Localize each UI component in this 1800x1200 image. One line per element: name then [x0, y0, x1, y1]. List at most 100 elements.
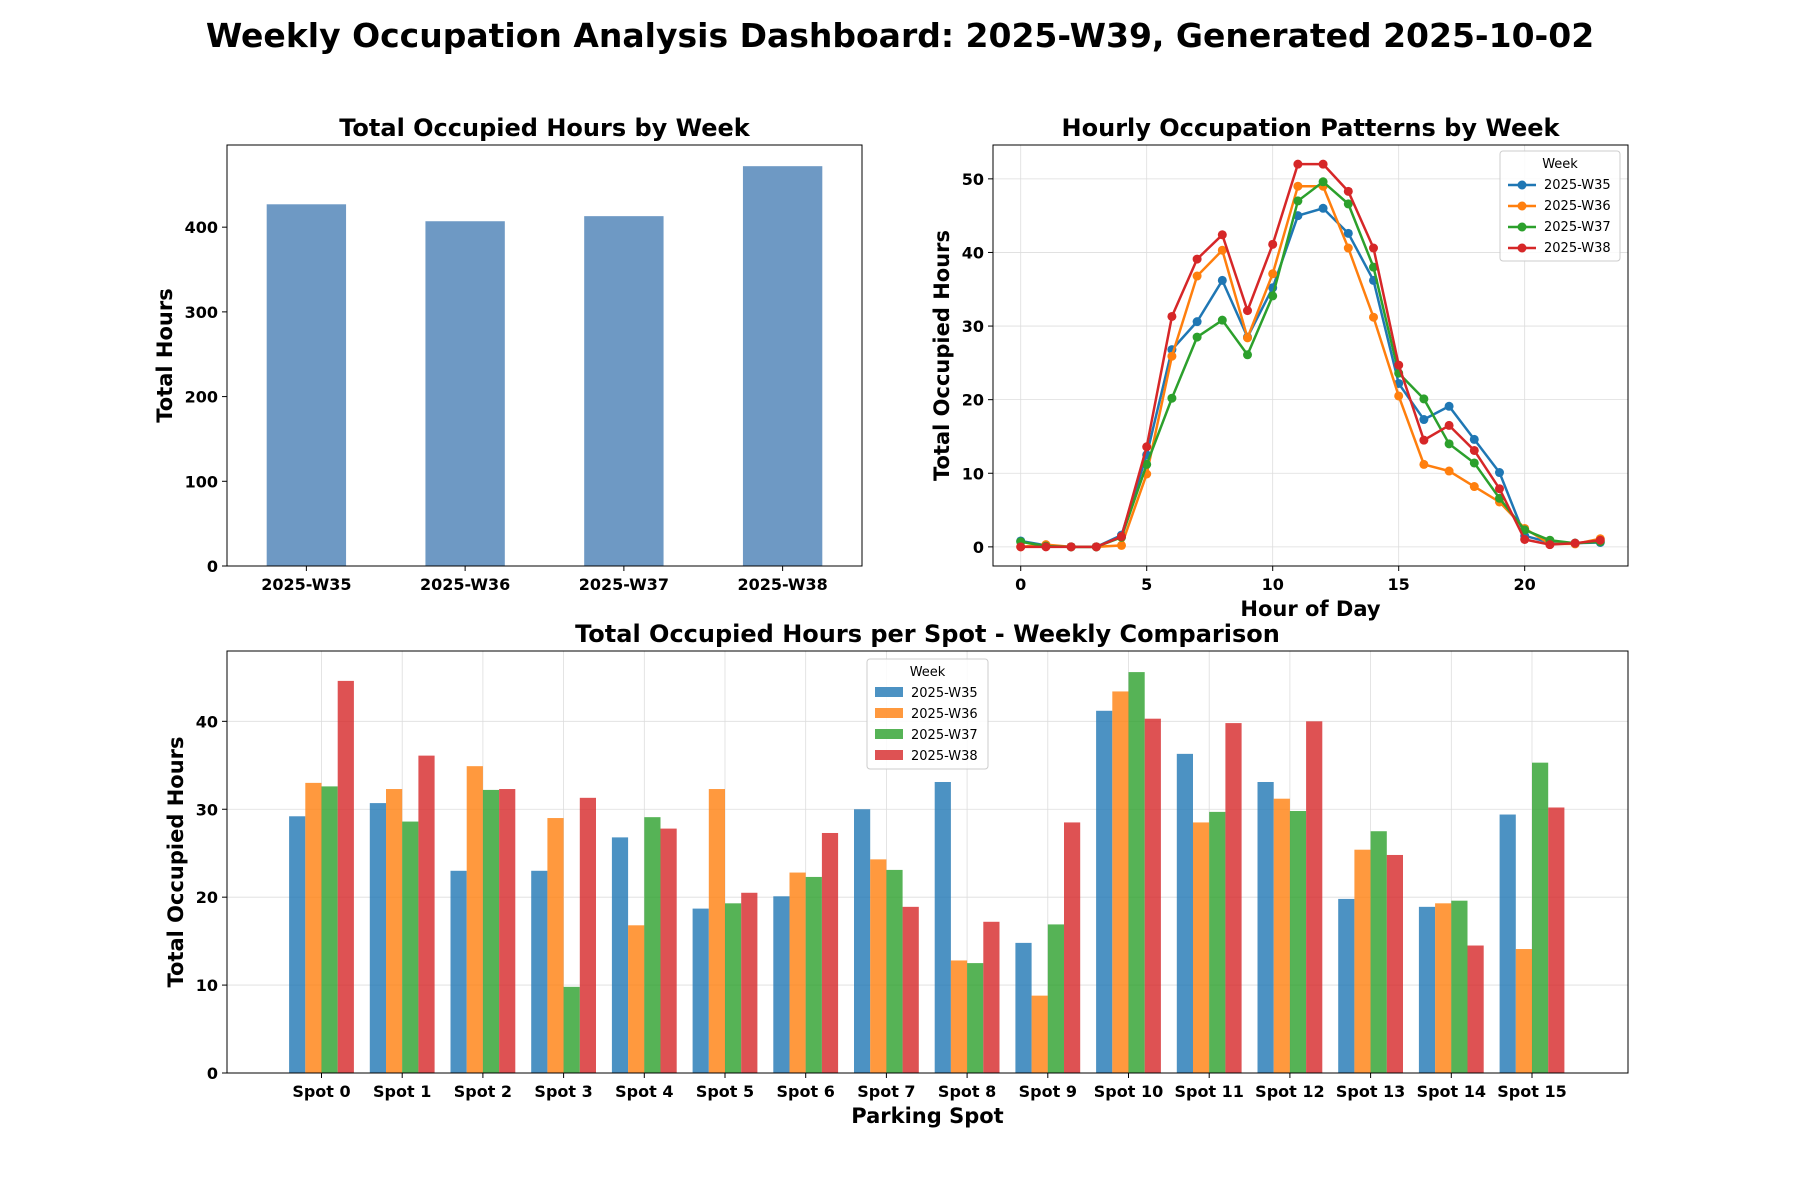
- bar-spot-1-2025-W38: [418, 755, 435, 1073]
- x-tick-label: Spot 14: [1417, 1082, 1486, 1101]
- chart-title: Total Occupied Hours by Week: [339, 114, 751, 142]
- bar-spot-10-2025-W36: [1112, 691, 1129, 1073]
- bar-spot-5-2025-W35: [692, 908, 709, 1073]
- data-point: [1293, 159, 1303, 169]
- y-tick-label: 10: [962, 464, 984, 483]
- bar-spot-9-2025-W36: [1031, 995, 1048, 1073]
- data-point: [1343, 186, 1353, 196]
- legend-label: 2025-W37: [1544, 220, 1611, 235]
- legend-box: [866, 658, 989, 770]
- legend-label: 2025-W36: [1544, 199, 1611, 214]
- bar-spot-7-2025-W35: [854, 809, 871, 1073]
- y-tick-label: 30: [962, 317, 984, 336]
- bar-spot-12-2025-W38: [1306, 721, 1323, 1073]
- x-tick-label: Spot 1: [373, 1082, 431, 1101]
- bar-spot-14-2025-W36: [1435, 903, 1452, 1073]
- data-point: [1016, 542, 1026, 552]
- y-tick-label: 0: [207, 557, 218, 576]
- y-tick-label: 0: [207, 1064, 218, 1083]
- bar-spot-12-2025-W35: [1257, 781, 1274, 1073]
- bar-spot-7-2025-W38: [902, 906, 919, 1073]
- data-point: [1268, 239, 1278, 249]
- data-point: [1368, 243, 1378, 253]
- data-point: [1469, 458, 1479, 468]
- bar-spot-6-2025-W35: [773, 896, 790, 1073]
- x-tick-label: 0: [1015, 575, 1026, 594]
- y-axis-label: Total Occupied Hours: [164, 736, 188, 987]
- x-tick-label: 5: [1141, 575, 1152, 594]
- bar-spot-10-2025-W38: [1144, 718, 1161, 1073]
- legend-label: 2025-W38: [911, 749, 978, 764]
- data-point: [1419, 459, 1429, 469]
- x-tick-label: Spot 10: [1094, 1082, 1163, 1101]
- y-axis-label: Total Hours: [153, 288, 177, 423]
- data-point: [1167, 393, 1177, 403]
- legend-swatch: [875, 729, 903, 739]
- bar-spot-15-2025-W38: [1548, 807, 1565, 1073]
- x-tick-label: Spot 2: [454, 1082, 512, 1101]
- bar-spot-9-2025-W38: [1064, 822, 1081, 1073]
- data-point: [1041, 542, 1051, 552]
- x-tick-label: Spot 8: [938, 1082, 996, 1101]
- x-tick-label: Spot 0: [292, 1082, 350, 1101]
- hourly-pattern-chart: 0 5 10 15 20 0 10 20 30 40 50 Hourly Occupation Pat…: [930, 114, 1629, 621]
- data-point: [1444, 439, 1454, 449]
- data-point: [1142, 442, 1152, 452]
- data-point: [1091, 542, 1101, 552]
- data-point: [1192, 271, 1202, 281]
- data-point: [1570, 538, 1580, 548]
- bar-spot-13-2025-W36: [1354, 849, 1371, 1073]
- bar-spot-14-2025-W38: [1467, 945, 1484, 1073]
- bar-spot-4-2025-W38: [660, 828, 677, 1073]
- y-tick-label: 400: [185, 218, 218, 237]
- bar-spot-5-2025-W37: [725, 903, 742, 1073]
- y-tick-label: 200: [185, 388, 218, 407]
- data-point: [1217, 275, 1227, 285]
- bar-spot-2-2025-W38: [499, 789, 516, 1073]
- x-tick-label: Spot 6: [777, 1082, 835, 1101]
- data-point: [1293, 181, 1303, 191]
- x-axis-label: Parking Spot: [851, 1104, 1003, 1128]
- data-point: [1243, 306, 1253, 316]
- bar-spot-8-2025-W37: [967, 963, 984, 1073]
- x-tick-label: 2025-W36: [420, 575, 510, 594]
- y-tick-label: 10: [196, 976, 218, 995]
- y-tick-label: 20: [962, 391, 984, 410]
- bar-spot-12-2025-W37: [1289, 811, 1307, 1073]
- bar-spot-2-2025-W37: [482, 789, 500, 1073]
- plot-frame: [226, 144, 863, 567]
- data-point: [1243, 333, 1253, 343]
- x-tick-label: Spot 12: [1255, 1082, 1324, 1101]
- data-point: [1419, 435, 1429, 445]
- bar-spot-11-2025-W38: [1225, 723, 1242, 1073]
- bar-spot-9-2025-W37: [1047, 924, 1064, 1073]
- bar-spot-11-2025-W37: [1209, 811, 1226, 1073]
- bar-spot-10-2025-W37: [1128, 672, 1145, 1073]
- bar-spot-0-2025-W37: [321, 786, 338, 1073]
- data-point: [1117, 540, 1127, 550]
- bar-2025-W36: [425, 221, 505, 566]
- bar-spot-1-2025-W35: [369, 803, 386, 1073]
- data-point: [1243, 350, 1253, 360]
- data-point: [1545, 540, 1555, 550]
- series-line-2025-W38: [1020, 162, 1601, 549]
- y-tick-label: 100: [185, 472, 218, 491]
- x-tick-label: 20: [1514, 575, 1536, 594]
- bar-spot-6-2025-W37: [805, 876, 822, 1073]
- data-point: [1469, 445, 1479, 455]
- legend-title: Week: [910, 665, 946, 680]
- data-point: [1217, 230, 1227, 240]
- data-point: [1419, 394, 1429, 404]
- bar-spot-6-2025-W36: [789, 872, 806, 1073]
- bar-spot-3-2025-W36: [547, 818, 564, 1073]
- plot-frame: [226, 650, 1629, 1074]
- bar-spot-5-2025-W36: [708, 789, 725, 1073]
- bar-spot-10-2025-W35: [1096, 710, 1113, 1073]
- x-tick-label: 2025-W35: [261, 575, 351, 594]
- x-tick-label: 2025-W38: [737, 575, 827, 594]
- bar-spot-1-2025-W36: [386, 789, 403, 1073]
- bar-spot-5-2025-W38: [741, 892, 758, 1073]
- bar-spot-3-2025-W35: [531, 870, 548, 1073]
- bar-spot-3-2025-W38: [579, 797, 596, 1073]
